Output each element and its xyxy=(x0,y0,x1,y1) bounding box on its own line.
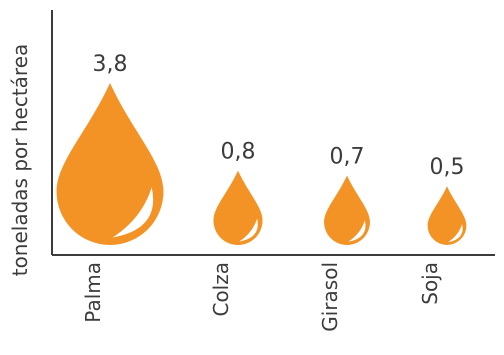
value-label-palma: 3,8 xyxy=(93,52,128,77)
chart-axes xyxy=(51,10,495,256)
drop-soja xyxy=(427,186,467,245)
drop-palma xyxy=(56,83,164,245)
drop-highlight-girasol xyxy=(348,220,366,242)
category-label-girasol: Girasol xyxy=(318,262,342,332)
drop-highlight-colza xyxy=(239,218,258,242)
category-label-palma: Palma xyxy=(81,262,105,323)
drop-highlight-soja xyxy=(447,224,463,243)
value-label-girasol: 0,7 xyxy=(330,144,365,169)
category-label-colza: Colza xyxy=(209,262,233,317)
drop-colza xyxy=(213,170,263,245)
category-label-soja: Soja xyxy=(418,262,442,305)
value-label-soja: 0,5 xyxy=(430,155,465,180)
chart-marks: 3,8 Palma 0,8 Colza 0,7 Girasol 0,5 Soja xyxy=(56,52,467,332)
y-axis-label: toneladas por hectárea xyxy=(8,44,32,277)
value-label-colza: 0,8 xyxy=(221,140,256,165)
drop-girasol xyxy=(324,175,370,245)
drop-highlight-palma xyxy=(112,187,154,238)
